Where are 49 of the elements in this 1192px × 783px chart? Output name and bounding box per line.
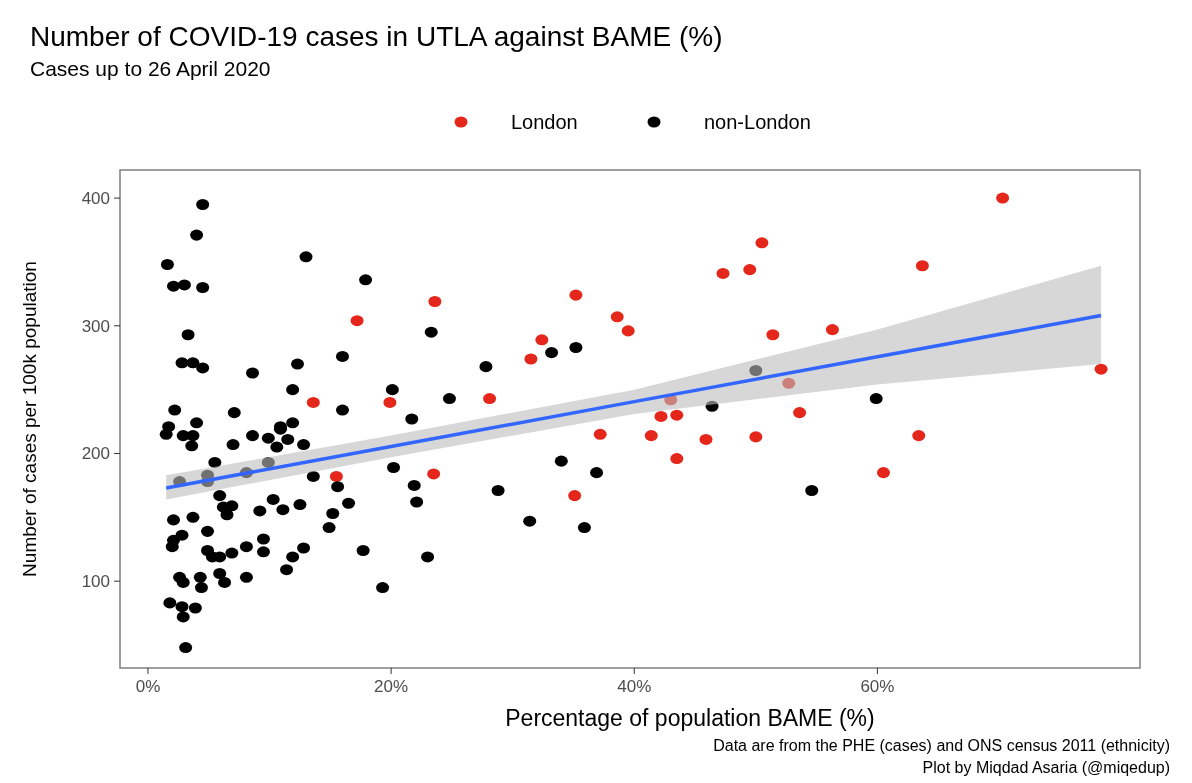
point bbox=[915, 260, 929, 272]
point bbox=[716, 267, 730, 279]
point bbox=[825, 324, 839, 336]
y-tick-label: 100 bbox=[81, 572, 110, 592]
point bbox=[996, 192, 1010, 204]
x-tick-label: 40% bbox=[617, 677, 652, 696]
point bbox=[350, 315, 364, 327]
point bbox=[610, 311, 624, 323]
x-tick-label: 60% bbox=[860, 677, 895, 696]
chart-title: Number of COVID-19 cases in UTLA against BAME (%) bbox=[30, 21, 723, 52]
point bbox=[568, 490, 582, 502]
point bbox=[755, 237, 769, 249]
point bbox=[593, 428, 607, 440]
point bbox=[644, 430, 658, 442]
point bbox=[699, 433, 713, 445]
point bbox=[743, 264, 757, 276]
point bbox=[483, 393, 497, 405]
y-tick-label: 200 bbox=[81, 444, 110, 464]
point bbox=[306, 396, 320, 408]
point bbox=[427, 468, 441, 480]
y-tick-label: 400 bbox=[81, 189, 110, 209]
point bbox=[329, 470, 343, 482]
x-axis-title: Percentage of population BAME (%) bbox=[505, 705, 875, 731]
point bbox=[621, 325, 635, 337]
point bbox=[749, 431, 763, 443]
point bbox=[670, 409, 684, 421]
point bbox=[793, 407, 807, 419]
point bbox=[912, 430, 926, 442]
point bbox=[766, 329, 780, 341]
legend-label: non-London bbox=[704, 111, 811, 133]
point bbox=[1094, 363, 1108, 375]
point bbox=[383, 396, 397, 408]
point bbox=[654, 410, 668, 422]
legend-label: London bbox=[511, 111, 578, 133]
line-series bbox=[164, 313, 1103, 490]
point bbox=[535, 334, 549, 346]
text: Plot by Miqdad Asaria (@miqedup) bbox=[922, 759, 1170, 776]
y-axis-title: Number of cases per 100k population bbox=[19, 261, 40, 577]
point bbox=[569, 289, 583, 301]
point bbox=[876, 467, 890, 479]
point bbox=[524, 353, 538, 365]
y-tick-label: 300 bbox=[81, 316, 110, 336]
point bbox=[782, 377, 796, 389]
text: Data are from the PHE (cases) and ONS census 2011 (ethnicity) bbox=[713, 737, 1170, 754]
x-tick-label: 20% bbox=[374, 677, 409, 696]
x-tick-label: 0% bbox=[135, 677, 161, 696]
point bbox=[670, 453, 684, 465]
point bbox=[428, 296, 442, 308]
chart-subtitle: Cases up to 26 April 2020 bbox=[30, 57, 271, 80]
